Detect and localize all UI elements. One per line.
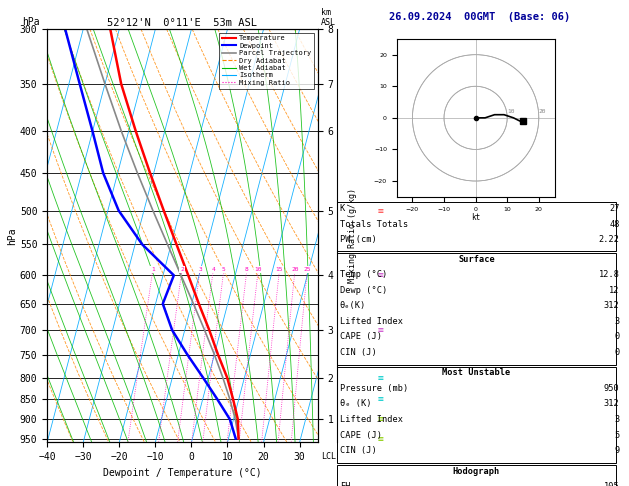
Text: LCL: LCL — [321, 452, 336, 461]
Text: Lifted Index: Lifted Index — [340, 415, 403, 424]
Text: 4: 4 — [211, 267, 215, 272]
Text: 10: 10 — [507, 109, 515, 114]
Text: ≡: ≡ — [377, 206, 384, 216]
Text: 15: 15 — [276, 267, 283, 272]
Text: 5: 5 — [222, 267, 226, 272]
Text: 27: 27 — [609, 204, 620, 213]
X-axis label: kt: kt — [471, 213, 480, 222]
Text: 48: 48 — [609, 220, 620, 229]
Text: ≡: ≡ — [377, 372, 384, 382]
Text: 2.22: 2.22 — [599, 235, 620, 244]
Text: Pressure (mb): Pressure (mb) — [340, 384, 408, 393]
Text: Hodograph: Hodograph — [453, 467, 500, 476]
Text: CIN (J): CIN (J) — [340, 446, 376, 455]
Text: 25: 25 — [304, 267, 311, 272]
Text: 105: 105 — [604, 482, 620, 486]
Text: 20: 20 — [539, 109, 546, 114]
Text: Dewp (°C): Dewp (°C) — [340, 286, 387, 295]
Text: 0: 0 — [615, 348, 620, 357]
Text: 2: 2 — [180, 267, 184, 272]
Text: hPa: hPa — [22, 17, 40, 27]
Text: Most Unstable: Most Unstable — [442, 368, 511, 378]
Text: 0: 0 — [615, 332, 620, 342]
Text: ≡: ≡ — [377, 270, 384, 280]
Text: EH: EH — [340, 482, 350, 486]
X-axis label: Dewpoint / Temperature (°C): Dewpoint / Temperature (°C) — [103, 468, 262, 478]
Text: 12: 12 — [609, 286, 620, 295]
Text: Mixing Ratio (g/kg): Mixing Ratio (g/kg) — [348, 188, 357, 283]
Text: CAPE (J): CAPE (J) — [340, 332, 382, 342]
Text: Surface: Surface — [458, 255, 495, 264]
Text: ≡: ≡ — [377, 415, 384, 424]
Text: PW (cm): PW (cm) — [340, 235, 376, 244]
Text: Temp (°C): Temp (°C) — [340, 270, 387, 279]
Text: 3: 3 — [198, 267, 202, 272]
Text: 9: 9 — [615, 446, 620, 455]
Text: Totals Totals: Totals Totals — [340, 220, 408, 229]
Text: 8: 8 — [245, 267, 249, 272]
Text: Lifted Index: Lifted Index — [340, 317, 403, 326]
Title: 52°12'N  0°11'E  53m ASL: 52°12'N 0°11'E 53m ASL — [108, 18, 257, 28]
Text: ≡: ≡ — [377, 394, 384, 404]
Text: θₑ (K): θₑ (K) — [340, 399, 371, 409]
Text: ≡: ≡ — [377, 434, 384, 444]
Text: 20: 20 — [291, 267, 299, 272]
Text: θₑ(K): θₑ(K) — [340, 301, 366, 311]
Text: km
ASL: km ASL — [321, 8, 336, 27]
Text: CIN (J): CIN (J) — [340, 348, 376, 357]
Text: ≡: ≡ — [377, 325, 384, 335]
Text: 312: 312 — [604, 399, 620, 409]
Y-axis label: hPa: hPa — [7, 227, 17, 244]
Legend: Temperature, Dewpoint, Parcel Trajectory, Dry Adiabat, Wet Adiabat, Isotherm, Mi: Temperature, Dewpoint, Parcel Trajectory… — [219, 33, 314, 88]
Text: 12.8: 12.8 — [599, 270, 620, 279]
Text: 3: 3 — [615, 317, 620, 326]
Text: 312: 312 — [604, 301, 620, 311]
Text: 1: 1 — [151, 267, 155, 272]
Text: 26.09.2024  00GMT  (Base: 06): 26.09.2024 00GMT (Base: 06) — [389, 12, 571, 22]
Text: K: K — [340, 204, 345, 213]
Text: 5: 5 — [615, 431, 620, 440]
Text: 10: 10 — [255, 267, 262, 272]
Text: 950: 950 — [604, 384, 620, 393]
Text: 3: 3 — [615, 415, 620, 424]
Text: CAPE (J): CAPE (J) — [340, 431, 382, 440]
